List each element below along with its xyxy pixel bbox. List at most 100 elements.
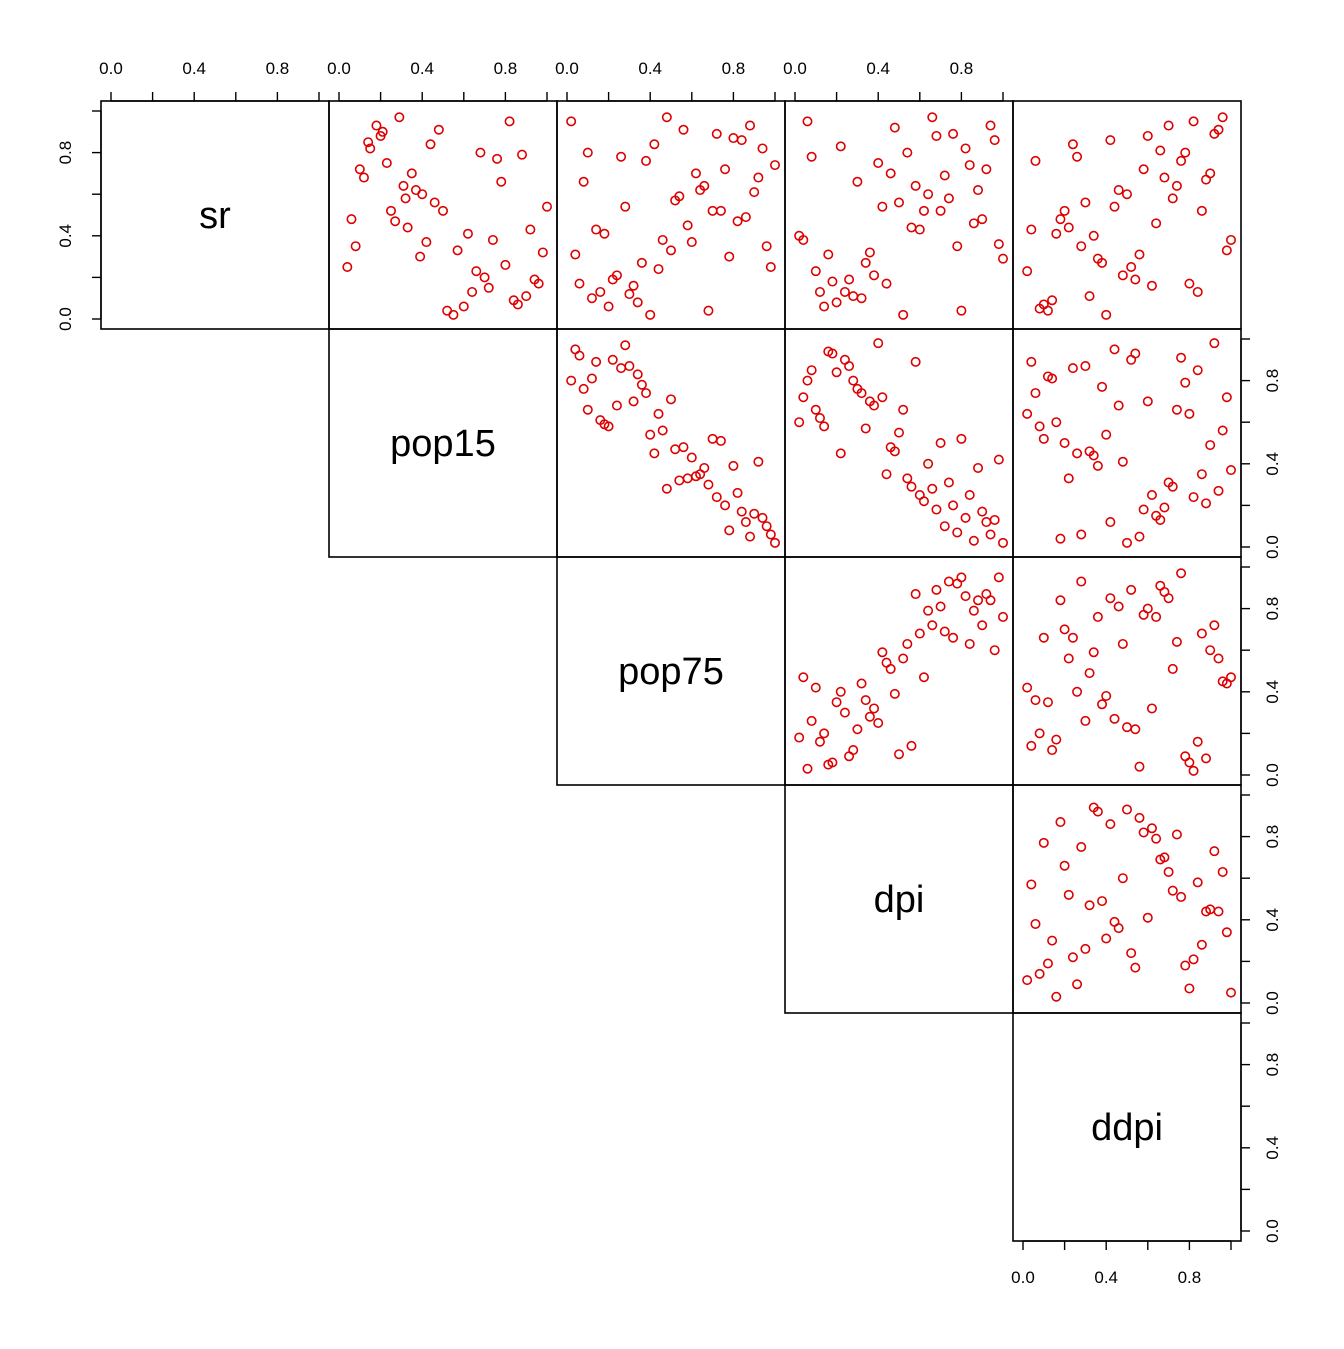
point-pop75-dpi [927,620,938,631]
point-sr-dpi [927,112,938,123]
point-dpi-ddpi [1151,833,1162,844]
point-pop75-ddpi [1055,595,1066,606]
point-sr-dpi [889,122,900,133]
top-tick-label-pop15: 0.4 [410,59,434,78]
point-sr-pop15 [415,251,426,262]
point-sr-dpi [985,120,996,131]
point-pop15-ddpi [1117,456,1128,467]
bottom-tick-label-ddpi: 0.4 [1094,1268,1118,1287]
point-pop15-pop75 [657,425,668,436]
point-sr-ddpi [1155,145,1166,156]
point-dpi-ddpi [1063,889,1074,900]
point-sr-pop15 [433,124,444,135]
top-tick-label-pop15: 0.0 [327,59,351,78]
point-dpi-ddpi [1221,927,1232,938]
point-pop15-ddpi [1167,481,1178,492]
point-pop15-pop75 [699,462,710,473]
point-pop15-dpi [814,413,825,424]
point-dpi-ddpi [1134,812,1145,823]
point-pop15-dpi [997,537,1008,548]
point-pop15-pop75 [682,473,693,484]
point-sr-dpi [881,278,892,289]
point-sr-dpi [989,135,1000,146]
right-tick-label-dpi: 0.8 [1263,825,1282,849]
point-pop15-pop75 [645,429,656,440]
point-pop75-dpi [914,628,925,639]
point-sr-ddpi [1067,139,1078,150]
point-sr-dpi [960,143,971,154]
point-dpi-ddpi [1226,987,1237,998]
point-pop75-ddpi [1109,713,1120,724]
point-sr-dpi [827,276,838,287]
point-pop75-dpi [943,576,954,587]
point-pop75-ddpi [1213,653,1224,664]
point-sr-pop15 [467,286,478,297]
point-pop15-dpi [810,404,821,415]
point-pop15-ddpi [1022,408,1033,419]
point-sr-ddpi [1134,249,1145,260]
point-pop75-ddpi [1059,624,1070,635]
point-sr-ddpi [1217,112,1228,123]
point-sr-dpi [802,116,813,127]
point-pop15-pop75 [607,354,618,365]
point-dpi-ddpi [1142,912,1153,923]
point-pop15-ddpi [1072,448,1083,459]
point-pop15-ddpi [1221,392,1232,403]
variable-label-pop15: pop15 [390,423,496,465]
point-sr-pop15 [346,214,357,225]
point-pop75-ddpi [1026,740,1037,751]
top-tick-label-sr: 0.8 [266,59,290,78]
point-sr-pop15 [406,168,417,179]
point-sr-pop15 [358,172,369,183]
point-sr-ddpi [1080,197,1091,208]
point-sr-dpi [810,266,821,277]
point-pop75-dpi [848,745,859,756]
point-sr-pop75 [632,297,643,308]
point-pop75-dpi [885,663,896,674]
point-sr-pop75 [582,147,593,158]
point-sr-ddpi [1113,185,1124,196]
point-pop15-ddpi [1217,425,1228,436]
point-sr-ddpi [1063,222,1074,233]
point-sr-pop75 [599,228,610,239]
point-pop75-dpi [827,757,838,768]
point-sr-dpi [948,128,959,139]
point-sr-pop15 [479,272,490,283]
point-sr-dpi [997,253,1008,264]
point-sr-pop75 [686,237,697,248]
point-pop75-ddpi [1205,645,1216,656]
point-pop75-dpi [902,638,913,649]
point-pop15-dpi [831,367,842,378]
point-pop15-dpi [910,356,921,367]
point-pop15-pop75 [620,340,631,351]
point-dpi-ddpi [1184,983,1195,994]
point-pop15-dpi [964,489,975,500]
point-sr-pop75 [657,234,668,245]
point-sr-ddpi [1196,205,1207,216]
point-sr-ddpi [1226,234,1237,245]
point-dpi-ddpi [1192,877,1203,888]
panel-frame-dpi-ddpi [1012,784,1242,1014]
point-sr-pop75 [745,120,756,131]
point-pop15-pop75 [661,483,672,494]
point-sr-dpi [864,247,875,258]
point-sr-dpi [848,291,859,302]
point-pop15-pop75 [732,487,743,498]
point-pop15-pop75 [628,396,639,407]
point-sr-dpi [923,189,934,200]
point-sr-dpi [918,205,929,216]
top-tick-label-pop15: 0.8 [494,59,518,78]
point-sr-dpi [931,130,942,141]
point-pop15-pop75 [749,508,760,519]
point-pop75-ddpi [1146,703,1157,714]
point-sr-ddpi [1205,168,1216,179]
point-sr-ddpi [1159,172,1170,183]
point-pop75-dpi [977,620,988,631]
point-pop15-pop75 [670,444,681,455]
point-pop15-dpi [794,417,805,428]
point-sr-pop15 [487,234,498,245]
point-sr-ddpi [1076,241,1087,252]
point-dpi-ddpi [1213,906,1224,917]
right-tick-label-dpi: 0.0 [1263,991,1282,1015]
point-pop15-dpi [898,404,909,415]
